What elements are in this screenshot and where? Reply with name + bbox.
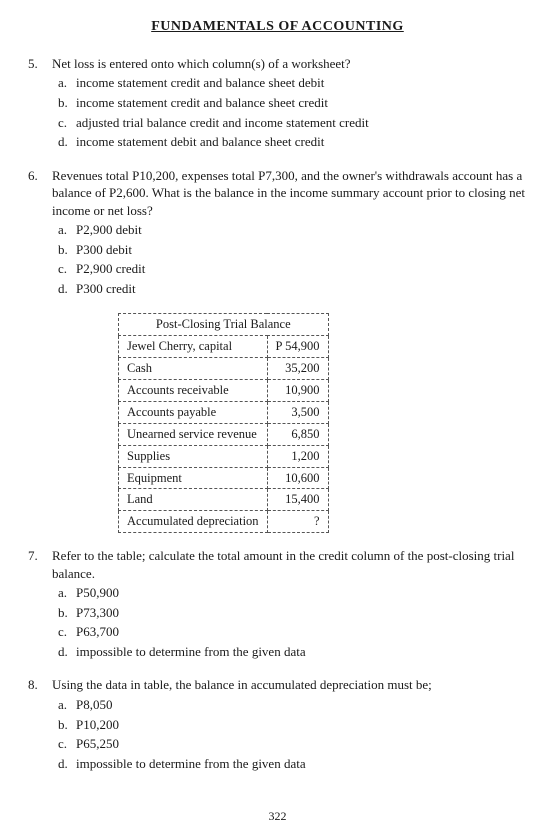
q7-opt-a-letter: a. (52, 584, 76, 602)
q7-opt-b-letter: b. (52, 604, 76, 622)
q5-stem: Net loss is entered onto which column(s)… (52, 55, 527, 73)
table-cell-name: Land (119, 489, 268, 511)
table-cell-amount: 10,600 (267, 467, 328, 489)
q7-stem: Refer to the table; calculate the total … (52, 547, 527, 582)
q6-opt-b-letter: b. (52, 241, 76, 259)
table-cell-amount: 15,400 (267, 489, 328, 511)
q8-opt-a-text: P8,050 (76, 696, 527, 714)
q6-opt-d-text: P300 credit (76, 280, 527, 298)
q6-opt-a-text: P2,900 debit (76, 221, 527, 239)
q7-opt-a-text: P50,900 (76, 584, 527, 602)
q8-opt-b-letter: b. (52, 716, 76, 734)
table-cell-amount: 1,200 (267, 445, 328, 467)
table-row: Land15,400 (119, 489, 329, 511)
q5-opt-d-letter: d. (52, 133, 76, 151)
q8-opt-d-letter: d. (52, 755, 76, 773)
q5-number: 5. (28, 55, 52, 73)
table-row: Jewel Cherry, capitalP 54,900 (119, 336, 329, 358)
table-row: Accounts payable3,500 (119, 401, 329, 423)
table-cell-name: Unearned service revenue (119, 423, 268, 445)
table-cell-name: Supplies (119, 445, 268, 467)
trial-balance-table-wrap: Post-Closing Trial Balance Jewel Cherry,… (118, 313, 527, 533)
table-cell-amount: 3,500 (267, 401, 328, 423)
q6-number: 6. (28, 167, 52, 220)
table-cell-amount: 6,850 (267, 423, 328, 445)
q6-opt-b-text: P300 debit (76, 241, 527, 259)
table-cell-name: Accumulated depreciation (119, 511, 268, 533)
q7-opt-d-text: impossible to determine from the given d… (76, 643, 527, 661)
q6-stem: Revenues total P10,200, expenses total P… (52, 167, 527, 220)
q5-opt-c-text: adjusted trial balance credit and income… (76, 114, 527, 132)
q7-opt-c-letter: c. (52, 623, 76, 641)
table-cell-name: Equipment (119, 467, 268, 489)
table-cell-amount: 35,200 (267, 358, 328, 380)
table-row: Supplies1,200 (119, 445, 329, 467)
table-cell-name: Jewel Cherry, capital (119, 336, 268, 358)
q5-opt-b-text: income statement credit and balance shee… (76, 94, 527, 112)
q6-opt-d-letter: d. (52, 280, 76, 298)
q5-opt-c-letter: c. (52, 114, 76, 132)
table-cell-name: Accounts receivable (119, 380, 268, 402)
table-cell-amount: 10,900 (267, 380, 328, 402)
q5-opt-b-letter: b. (52, 94, 76, 112)
q7-number: 7. (28, 547, 52, 582)
table-row: Equipment10,600 (119, 467, 329, 489)
table-row: Unearned service revenue6,850 (119, 423, 329, 445)
question-7: 7. Refer to the table; calculate the tot… (28, 547, 527, 660)
q5-opt-a-text: income statement credit and balance shee… (76, 74, 527, 92)
q6-opt-c-text: P2,900 credit (76, 260, 527, 278)
q8-opt-d-text: impossible to determine from the given d… (76, 755, 527, 773)
table-row: Accumulated depreciation? (119, 511, 329, 533)
q5-opt-a-letter: a. (52, 74, 76, 92)
q6-opt-c-letter: c. (52, 260, 76, 278)
q8-stem: Using the data in table, the balance in … (52, 676, 527, 694)
q6-opt-a-letter: a. (52, 221, 76, 239)
question-6: 6. Revenues total P10,200, expenses tota… (28, 167, 527, 298)
q8-number: 8. (28, 676, 52, 694)
q7-opt-d-letter: d. (52, 643, 76, 661)
table-cell-name: Accounts payable (119, 401, 268, 423)
q8-opt-c-letter: c. (52, 735, 76, 753)
q8-opt-a-letter: a. (52, 696, 76, 714)
trial-balance-table: Post-Closing Trial Balance Jewel Cherry,… (118, 313, 329, 533)
q7-opt-b-text: P73,300 (76, 604, 527, 622)
page-header: FUNDAMENTALS OF ACCOUNTING (28, 18, 527, 37)
table-cell-amount: P 54,900 (267, 336, 328, 358)
question-5: 5. Net loss is entered onto which column… (28, 55, 527, 151)
table-row: Accounts receivable10,900 (119, 380, 329, 402)
question-8: 8. Using the data in table, the balance … (28, 676, 527, 772)
table-cell-amount: ? (267, 511, 328, 533)
table-cell-name: Cash (119, 358, 268, 380)
page-number: 322 (0, 808, 555, 824)
table-row: Cash35,200 (119, 358, 329, 380)
q8-opt-c-text: P65,250 (76, 735, 527, 753)
q7-opt-c-text: P63,700 (76, 623, 527, 641)
q8-opt-b-text: P10,200 (76, 716, 527, 734)
q5-opt-d-text: income statement debit and balance sheet… (76, 133, 527, 151)
table-title: Post-Closing Trial Balance (119, 314, 329, 336)
